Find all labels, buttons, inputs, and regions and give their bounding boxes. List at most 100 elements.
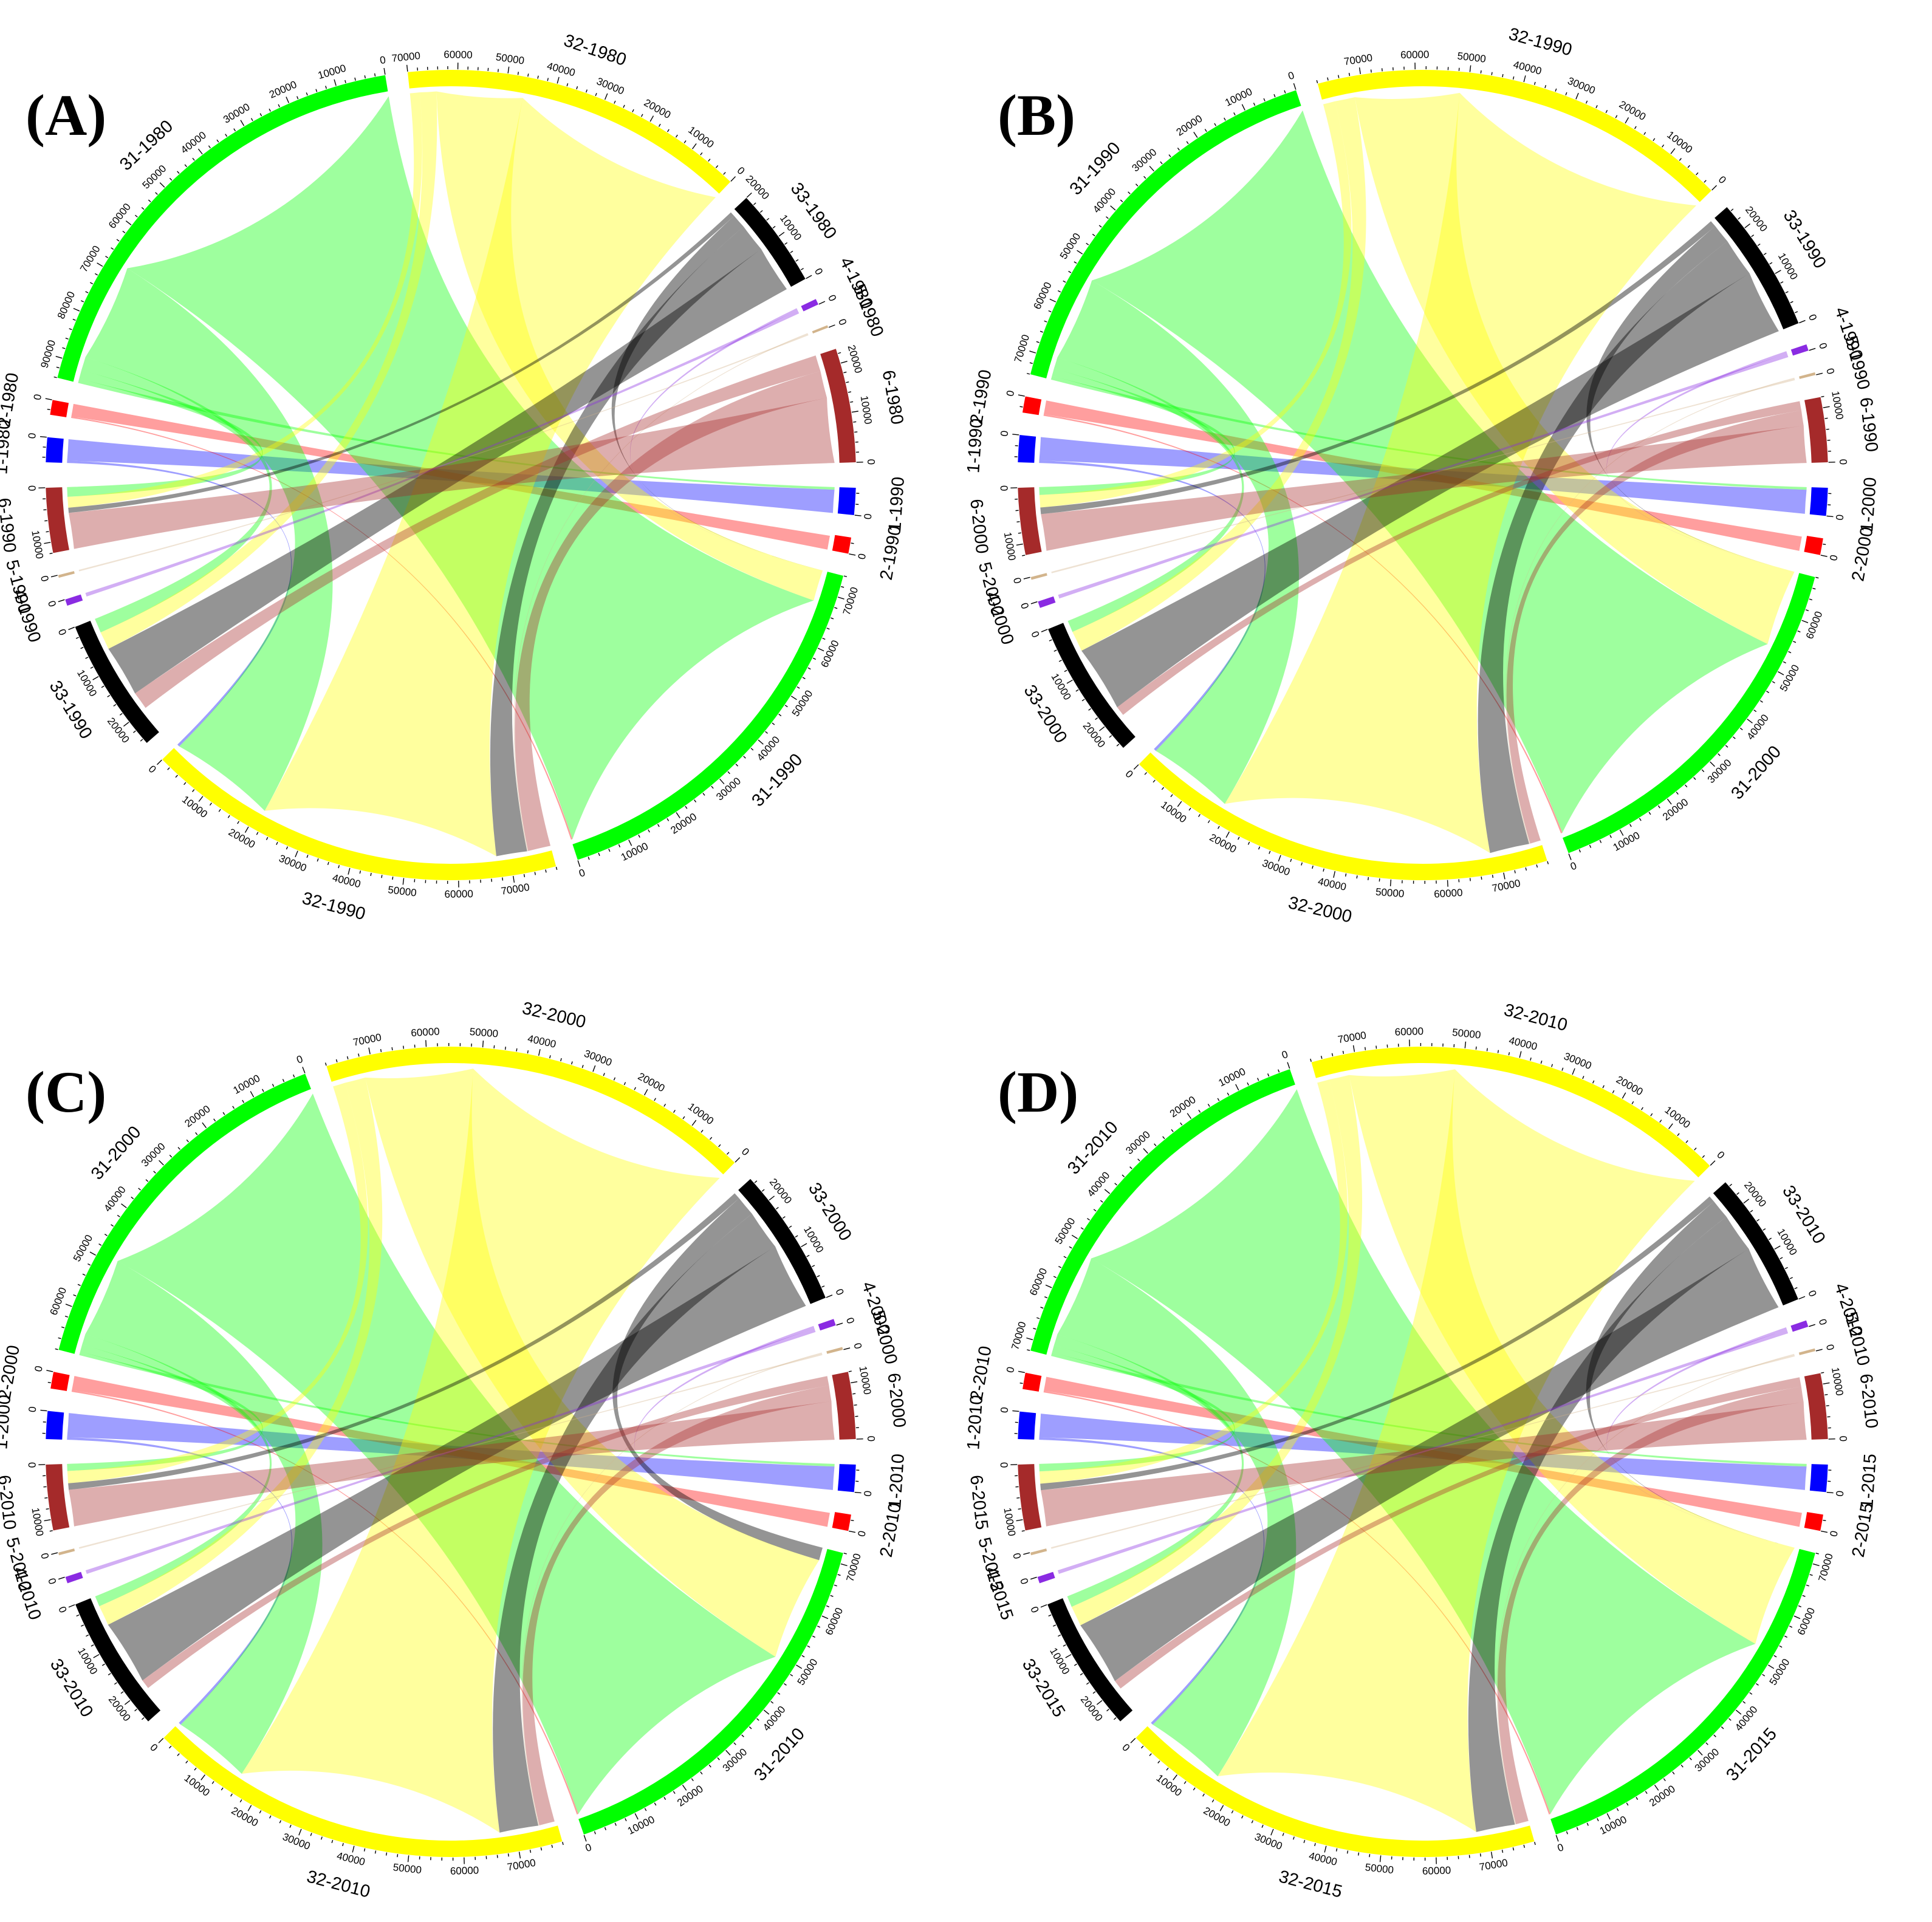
tick-label: 0	[295, 1053, 304, 1066]
sector-arc	[1713, 1182, 1798, 1305]
tick-label: 50000	[1365, 1861, 1394, 1876]
sector-arc	[837, 487, 856, 515]
tick	[673, 1110, 676, 1113]
tick	[168, 1745, 172, 1749]
sector-5-1990: 05-1990	[2, 558, 75, 616]
tick	[527, 1050, 529, 1054]
tick	[1320, 1055, 1323, 1059]
tick-label: 0	[812, 266, 825, 276]
sector-2-1980: 0 2-1980	[0, 371, 69, 429]
tick	[557, 77, 560, 84]
tick	[1358, 1852, 1360, 1856]
tick-label: 0	[38, 1552, 51, 1561]
tick	[1636, 1797, 1639, 1801]
tick-label: 20000	[1174, 113, 1205, 139]
sector-5-2000: 0 5-2000	[975, 560, 1047, 618]
sector-arc	[46, 1411, 64, 1440]
tick	[221, 1787, 224, 1791]
tick	[1261, 1824, 1264, 1828]
sector-arc	[1022, 396, 1042, 416]
tick-label: 20000	[106, 1694, 133, 1723]
tick-label: 0	[32, 1365, 44, 1373]
sector-ticks: 0 10000	[998, 485, 1026, 561]
sector-arc	[407, 70, 731, 194]
tick	[1685, 1140, 1688, 1143]
sector-ticks: 0	[38, 574, 58, 583]
tick	[1710, 761, 1715, 767]
tick	[1075, 689, 1079, 692]
tick	[1578, 849, 1581, 853]
tick	[663, 1103, 666, 1107]
sector-label: 31-2000	[87, 1123, 145, 1184]
tick-label: 0	[56, 1605, 69, 1615]
tick	[1369, 1854, 1371, 1858]
tick	[1794, 311, 1798, 313]
tick	[1104, 1189, 1111, 1194]
chord-link	[127, 96, 814, 840]
tick	[1214, 123, 1217, 126]
tick	[1547, 861, 1549, 864]
sector-label: 5-1990	[1841, 333, 1874, 391]
sector-label: 2-1990	[967, 368, 995, 426]
tick	[1058, 660, 1062, 662]
sector-label: 5-2010	[1841, 1310, 1874, 1367]
tick	[73, 1294, 77, 1297]
tick	[1077, 250, 1083, 255]
sector-6-2000: 0 10000 6-2000	[966, 485, 1042, 561]
tick	[141, 1717, 145, 1720]
tick	[1806, 1584, 1809, 1587]
tick	[81, 1624, 84, 1627]
tick-label: 30000	[281, 1831, 312, 1852]
sector-label: 6-1980	[879, 369, 907, 426]
tick	[85, 657, 89, 659]
tick-label: 60000	[1394, 1025, 1423, 1038]
sector-ticks: 0	[32, 1365, 53, 1384]
tick	[227, 815, 230, 818]
tick	[818, 301, 826, 305]
tick-label: 40000	[179, 129, 208, 156]
tick	[790, 250, 793, 253]
sector-label: 31-1990	[748, 750, 806, 811]
tick	[743, 756, 746, 759]
tick	[293, 1074, 295, 1078]
tick	[1267, 1073, 1270, 1077]
sector-arc	[801, 299, 818, 312]
tick	[1053, 649, 1057, 652]
tick	[1092, 233, 1095, 236]
tick	[397, 1854, 399, 1858]
tick	[1023, 1552, 1030, 1555]
chord-link	[611, 216, 823, 571]
tick-label: 0	[26, 433, 38, 439]
tick	[145, 1179, 149, 1182]
tick	[1589, 844, 1592, 848]
tick	[108, 1673, 111, 1675]
tick	[719, 778, 725, 785]
tick	[407, 1855, 409, 1862]
tick	[208, 145, 211, 149]
tick	[1106, 1709, 1109, 1712]
tick	[1561, 1067, 1564, 1071]
sector-6-2015: 0 10000 6-2015	[966, 1462, 1042, 1537]
sector-ticks: 0	[32, 393, 52, 411]
tick	[134, 1709, 137, 1712]
tick	[68, 1604, 75, 1608]
tick	[1739, 727, 1743, 731]
tick	[1080, 1673, 1083, 1675]
tick	[821, 1285, 825, 1288]
sector-2-2000: 0 2-2000	[1804, 525, 1877, 583]
tick	[198, 796, 204, 802]
tick	[124, 1700, 131, 1705]
sector-label: 32-1990	[1507, 24, 1574, 60]
sector-arc	[1809, 1464, 1828, 1493]
chord-link	[69, 1401, 835, 1527]
sector-ticks: 0	[26, 433, 47, 458]
tick	[1074, 261, 1077, 264]
tick	[1202, 1793, 1205, 1797]
sector-ticks: 0	[1011, 576, 1030, 585]
tick	[778, 714, 782, 717]
tick-label: 70000	[1817, 1552, 1835, 1583]
tick	[1153, 779, 1156, 783]
tick	[1113, 1717, 1117, 1720]
tick	[715, 165, 719, 168]
tick	[577, 860, 581, 867]
